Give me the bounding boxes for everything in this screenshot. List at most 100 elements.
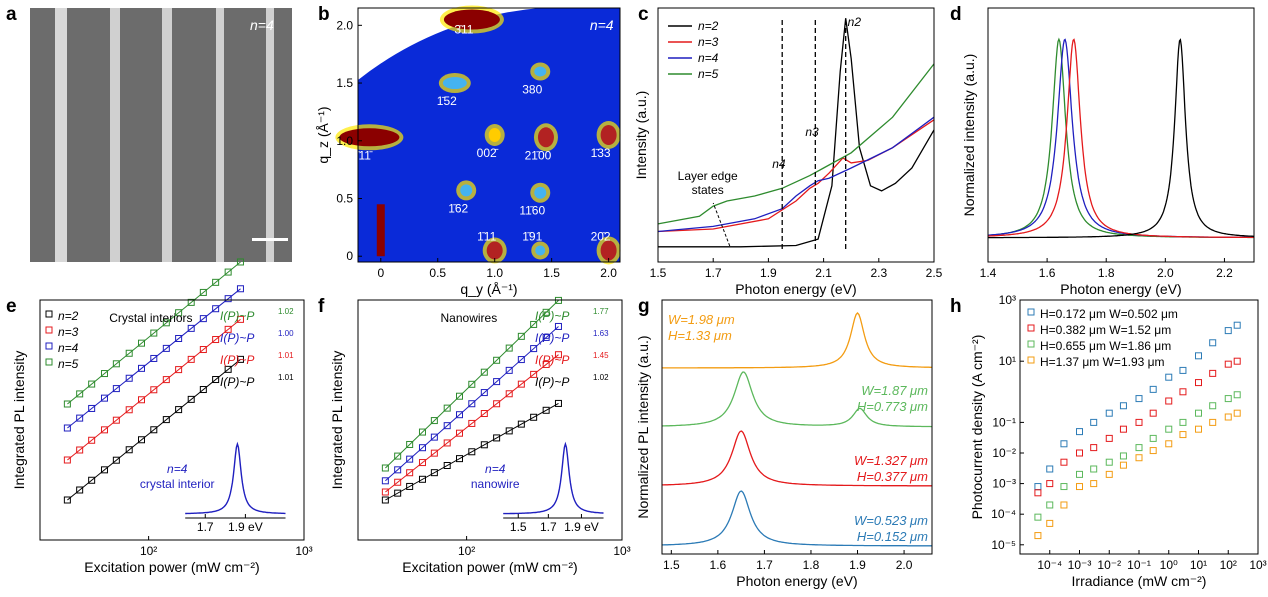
data-marker [236,315,244,323]
data-marker [1149,385,1157,393]
panel-b-giwaxs: 3̄11 1̄52 380 1̄11̄ 002̄ 1̄33 21̄00 1̄62 11̄60 1̄… [315,5,621,297]
data-marker [394,466,402,474]
data-marker [88,404,96,412]
x-tick-label: 10⁰ [1160,558,1178,572]
label-h: H=1.33 μm [668,328,732,343]
data-marker [1179,366,1187,374]
legend-marker [45,310,53,318]
data-marker [456,392,464,400]
data-marker [175,309,183,317]
fit-label: I(P)~P [535,309,569,323]
inset-tick-label: 1.5 [510,520,527,534]
data-marker [1034,532,1042,540]
specular-streak [376,204,385,257]
axes-frame [987,7,1255,263]
x-tick-label: 1.4 [980,266,997,280]
data-marker [212,376,220,384]
data-marker [394,452,402,460]
data-marker [199,346,207,354]
data-marker [530,320,538,328]
inset-label-desc: crystal interior [140,477,215,491]
data-marker [1195,352,1202,360]
data-marker [63,496,71,504]
data-marker [76,486,84,494]
fit-label: I(P)~P [535,375,569,389]
annotation-n2: n2 [848,15,862,29]
data-marker [505,390,513,398]
data-marker [187,324,195,332]
data-marker [162,319,170,327]
panel-label-b: b [318,4,330,25]
data-marker [138,339,146,347]
data-marker [1119,461,1127,469]
scale-bar [252,238,288,241]
legend-marker [1027,356,1035,364]
y-tick-label: 0 [346,249,353,263]
data-marker [505,427,513,435]
panel-d: 1.4 1.6 1.8 2.0 2.2 Photon energy (eV) Normali… [961,7,1255,297]
x-tick-label: 0.5 [429,266,446,280]
data-marker [443,461,451,469]
data-marker [493,356,501,364]
inset-label-n: n=4 [167,462,188,476]
data-marker [1060,458,1068,466]
panel-a-n-label: n=4 [250,17,274,33]
y-tick-label: 1.5 [336,76,353,90]
data-marker [381,477,389,485]
y-tick-label: 2.0 [336,18,353,32]
data-marker [443,439,451,447]
x-axis-label: Photon energy (eV) [736,573,857,589]
legend-label: n=3 [58,325,79,339]
data-marker [150,426,158,434]
data-marker [1135,395,1143,403]
fit-exponent: 1.63 [593,329,609,338]
data-marker [150,354,158,362]
panel-label-e: e [6,296,17,317]
data-marker [138,396,146,404]
legend-marker [45,358,53,366]
label-w: W=1.87 μm [861,383,928,398]
panel-label-f: f [318,296,325,317]
spot-index-label: 3̄11 [454,23,473,37]
x-tick-label: 1.9 [849,558,866,572]
inset-tick-label: 1.7 [540,520,557,534]
data-marker [443,404,451,412]
data-marker [1195,409,1202,417]
x-tick-label: 1.7 [756,558,773,572]
x-tick-label: 10⁻⁴ [1037,558,1062,572]
data-marker [88,476,96,484]
data-marker [493,378,501,386]
data-marker [1060,483,1068,491]
x-tick-label: 1.5 [543,266,560,280]
data-marker [162,416,170,424]
x-tick-label: 10² [1220,558,1237,572]
spot-index-label: 1̄33 [591,146,611,160]
data-marker [530,345,538,353]
data-marker [1149,447,1157,455]
data-marker [100,370,108,378]
data-marker [100,466,108,474]
data-marker [1209,339,1217,347]
annotation-layer-edge: Layer edge [678,169,738,183]
diffraction-spot [600,240,617,261]
data-marker [1076,449,1083,457]
data-marker [1165,373,1173,381]
axes-frame [357,7,621,263]
data-marker [468,448,476,456]
data-marker [1209,402,1217,410]
data-marker [1034,513,1042,521]
x-tick-label: 10³ [613,544,630,558]
data-marker [125,446,133,454]
data-marker [212,336,220,344]
data-marker [1090,465,1098,473]
data-marker [542,333,550,341]
data-marker [381,488,389,496]
panel-a-sem-image: n=4 [30,8,292,262]
fit-exponent: 1.77 [593,307,609,316]
x-tick-label: 2.1 [815,266,832,280]
nanowire-stripe [216,8,224,262]
data-marker [406,469,414,477]
x-axis-label: q_y (Å⁻¹) [460,281,517,297]
axes-frame [657,7,935,263]
